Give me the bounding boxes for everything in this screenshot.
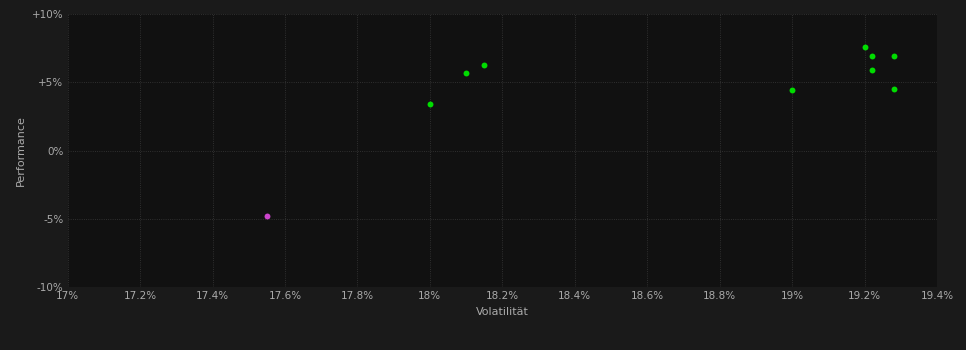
Point [422, 101, 438, 107]
Point [259, 213, 274, 219]
Point [857, 44, 872, 50]
Point [886, 86, 901, 92]
Point [458, 70, 473, 76]
X-axis label: Volatilität: Volatilität [476, 307, 528, 317]
Y-axis label: Performance: Performance [16, 115, 26, 186]
Point [864, 54, 879, 59]
Point [864, 67, 879, 73]
Point [476, 62, 492, 67]
Point [886, 54, 901, 59]
Point [784, 88, 800, 93]
